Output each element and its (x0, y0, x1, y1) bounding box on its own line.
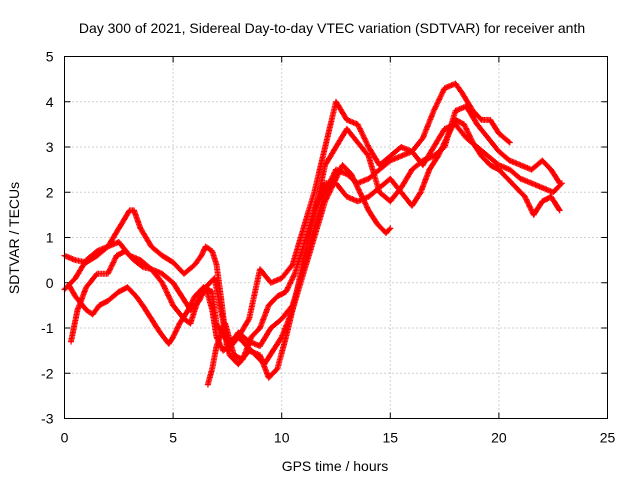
y-tick-labels: -3 -2 -1 0 1 2 3 4 5 (41, 49, 54, 427)
x-tick-label: 20 (491, 430, 507, 446)
data-points (61, 80, 565, 388)
series-markers (204, 116, 563, 388)
y-tick-label: -1 (41, 320, 54, 336)
y-tick-label: 5 (46, 49, 54, 65)
y-tick-label: -2 (41, 365, 54, 381)
x-tick-label: 5 (169, 430, 177, 446)
y-tick-label: 0 (46, 275, 54, 291)
y-tick-label: 3 (46, 139, 54, 155)
y-tick-label: 4 (46, 94, 54, 110)
x-tick-label: 0 (61, 430, 69, 446)
x-tick-labels: 0 5 10 15 20 25 (61, 430, 616, 446)
grid-lines (64, 56, 608, 419)
y-tick-label: -3 (41, 411, 54, 427)
x-tick-label: 10 (274, 430, 290, 446)
y-tick-label: 1 (46, 230, 54, 246)
y-axis-label: SDTVAR / TECUs (6, 182, 22, 294)
chart-title: Day 300 of 2021, Sidereal Day-to-day VTE… (79, 20, 585, 36)
x-tick-label: 25 (600, 430, 616, 446)
series-track-e (204, 116, 563, 388)
x-tick-label: 15 (383, 430, 399, 446)
plot-frame (64, 56, 608, 419)
x-axis-label: GPS time / hours (282, 458, 389, 474)
y-tick-label: 2 (46, 184, 54, 200)
